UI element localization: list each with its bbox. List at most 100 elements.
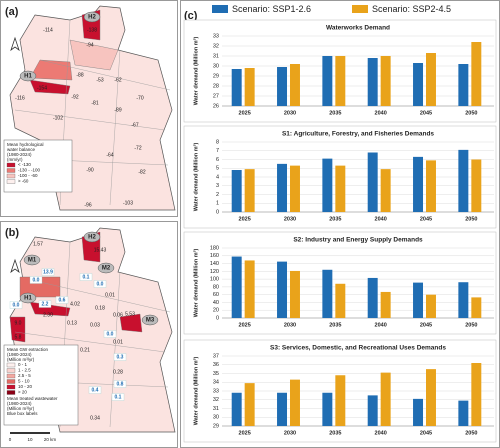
map-boundary xyxy=(39,281,171,313)
y-tick-label: 5 xyxy=(216,166,219,172)
north-arrow xyxy=(10,36,20,52)
x-tick-label: 2040 xyxy=(375,322,387,328)
map-zone xyxy=(119,313,143,333)
y-tick-label: 3 xyxy=(216,183,219,189)
wastewater-label: 13.9 xyxy=(43,269,53,275)
bar xyxy=(277,392,288,426)
y-axis-label: Water demand (Million m³) xyxy=(192,143,199,212)
site-label: M1 xyxy=(28,258,37,264)
y-tick-label: 26 xyxy=(213,103,219,109)
bar xyxy=(458,400,469,426)
map-zone xyxy=(29,79,71,95)
legend-label: 1 - 2.5 xyxy=(18,368,31,373)
y-tick-label: 20 xyxy=(213,308,219,314)
wastewater-label: 0.6 xyxy=(59,297,66,303)
legend-label: 0 - 1 xyxy=(18,362,28,367)
legend-swatch xyxy=(212,5,228,13)
site-label: H2 xyxy=(88,15,96,21)
bar xyxy=(244,68,255,106)
legend-title: water balance xyxy=(7,147,36,152)
y-tick-label: 100 xyxy=(210,277,219,283)
bar xyxy=(322,158,333,212)
chart-title: S1: Agriculture, Forestry, and Fisheries… xyxy=(282,131,434,138)
map-label: 5.8 xyxy=(15,334,22,340)
wastewater-label: 0.0 xyxy=(97,281,104,287)
legend-note: (1980-2024) xyxy=(7,401,32,406)
label-box xyxy=(93,280,107,288)
y-tick-label: 30 xyxy=(213,63,219,69)
y-tick-label: 7 xyxy=(216,148,219,154)
x-tick-label: 2035 xyxy=(329,110,341,116)
label-box xyxy=(111,393,125,401)
site-marker xyxy=(19,292,37,304)
y-axis-label: Water demand (Million m³) xyxy=(192,249,199,318)
legend-swatch xyxy=(6,162,16,168)
bar xyxy=(231,170,242,212)
panel-letter: (a) xyxy=(5,6,19,18)
y-tick-label: 60 xyxy=(213,292,219,298)
legend-box xyxy=(3,139,73,193)
north-arrow xyxy=(10,258,20,274)
map-label: -81 xyxy=(91,100,98,106)
bar xyxy=(458,149,469,212)
bar xyxy=(471,363,482,426)
bar xyxy=(426,369,436,426)
x-tick-label: 2040 xyxy=(375,216,387,222)
label-box xyxy=(29,276,43,284)
legend-label: 5 - 10 xyxy=(18,379,30,384)
site-marker xyxy=(97,262,115,274)
x-tick-label: 2040 xyxy=(375,430,387,436)
x-tick-label: 2030 xyxy=(284,322,296,328)
map-label: 0.01 xyxy=(113,339,123,345)
legend-swatch xyxy=(6,384,16,390)
bar xyxy=(290,165,300,212)
x-tick-label: 2030 xyxy=(284,110,296,116)
y-tick-label: 80 xyxy=(213,284,219,290)
legend-title: (Million m³/yr) xyxy=(7,357,35,362)
y-tick-label: 27 xyxy=(213,93,219,99)
legend-swatch xyxy=(352,5,368,13)
bar xyxy=(426,294,436,318)
map-label: -90 xyxy=(86,167,93,173)
map-label: -96 xyxy=(84,202,91,208)
bar xyxy=(244,383,255,426)
bar xyxy=(380,291,391,318)
bar xyxy=(335,165,346,212)
bar xyxy=(277,67,288,106)
scale-bar xyxy=(10,432,50,434)
bar xyxy=(426,53,436,106)
map-label: -92 xyxy=(71,94,78,100)
y-tick-label: 32 xyxy=(213,43,219,49)
y-tick-label: 30 xyxy=(213,415,219,421)
scale-label: 10 xyxy=(27,437,33,442)
bar xyxy=(367,277,378,318)
map-boundary xyxy=(109,49,121,206)
wastewater-label: 2.2 xyxy=(42,301,49,307)
bar xyxy=(290,64,300,106)
bar xyxy=(277,261,288,318)
site-marker xyxy=(19,70,37,82)
legend-swatch xyxy=(6,362,16,368)
x-tick-label: 2045 xyxy=(420,110,432,116)
bar xyxy=(367,152,378,212)
y-tick-label: 37 xyxy=(213,353,219,359)
y-tick-label: 1 xyxy=(216,201,219,207)
map-label: 1.57 xyxy=(33,241,43,247)
legend-label: -130 - -100 xyxy=(18,168,41,173)
site-label: M3 xyxy=(146,318,155,324)
map-boundary xyxy=(54,159,169,166)
legend-swatch xyxy=(6,368,16,373)
legend-box xyxy=(3,344,79,426)
x-tick-label: 2025 xyxy=(239,216,251,222)
legend-label: -100 - -60 xyxy=(18,173,38,178)
site-label: M2 xyxy=(102,266,111,272)
bar xyxy=(367,395,378,426)
legend-swatch xyxy=(6,390,16,395)
y-tick-label: 34 xyxy=(213,380,219,386)
label-box xyxy=(79,273,93,281)
y-axis-label: Water demand (Million m³) xyxy=(192,357,199,426)
bar xyxy=(471,159,482,212)
map-zone xyxy=(69,39,119,71)
wastewater-label: 0.0 xyxy=(33,277,40,283)
y-tick-label: 0 xyxy=(216,209,219,215)
